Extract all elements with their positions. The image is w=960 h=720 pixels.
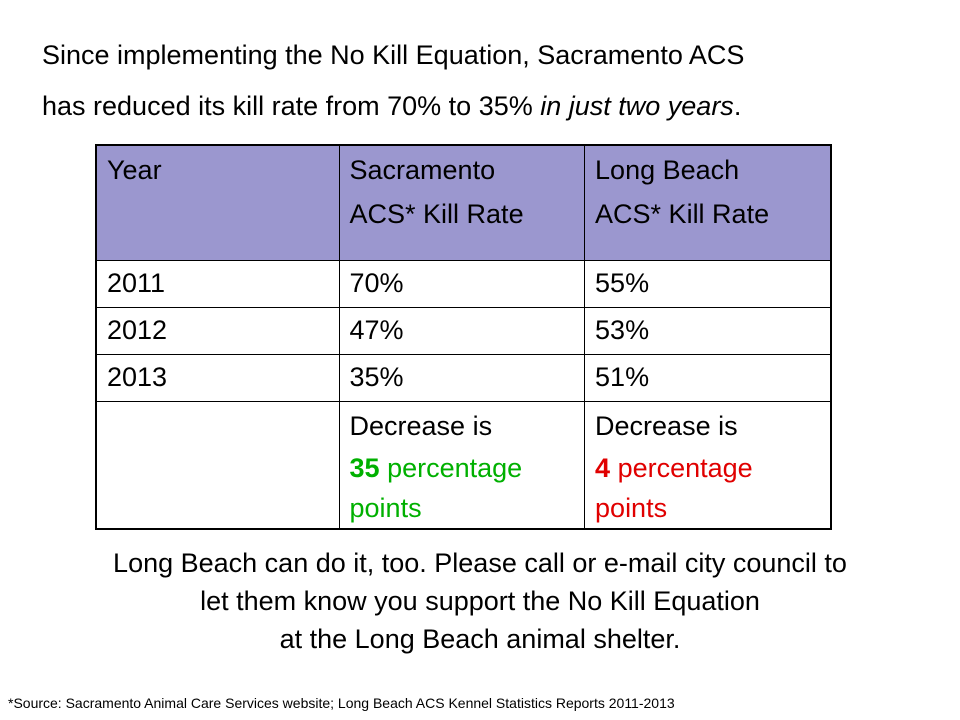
header-sacramento-line-2: ACS* Kill Rate [349,199,524,229]
longbeach-decrease-number: 4 [595,453,611,483]
cell-sacramento-rate: 47% [338,307,586,355]
cell-longbeach-rate: 55% [584,260,832,308]
cell-sacramento-rate: 70% [338,260,586,308]
source-footnote: *Source: Sacramento Animal Care Services… [8,695,675,711]
kill-rate-table: Year Sacramento ACS* Kill Rate Long Beac… [95,144,832,530]
cell-year: 2012 [95,307,340,355]
header-longbeach-line-1: Long Beach [595,155,740,185]
cta-line-2: let them know you support the No Kill Eq… [200,586,760,616]
call-to-action: Long Beach can do it, too. Please call o… [20,544,940,658]
intro-line-1: Since implementing the No Kill Equation,… [42,40,745,70]
summary-empty-cell [95,401,340,530]
cell-longbeach-rate: 51% [584,354,832,402]
header-year-label: Year [107,155,162,185]
sacramento-decrease-points: points [349,493,422,523]
header-sacramento: Sacramento ACS* Kill Rate [338,144,586,261]
header-year: Year [95,144,340,261]
longbeach-decrease-unit: percentage [610,453,753,483]
cell-longbeach-rate: 53% [584,307,832,355]
intro-line-2: has reduced its kill rate from 70% to 35… [42,81,922,132]
table-row: 2011 70% 55% [95,260,832,308]
sacramento-decrease-number: 35 [349,453,380,483]
intro-period: . [733,91,742,121]
cta-line-1: Long Beach can do it, too. Please call o… [113,548,847,578]
sacramento-decrease-unit: percentage [379,453,523,483]
cell-year: 2011 [95,260,340,308]
intro-line-2-text: has reduced its kill rate from 70% to 35… [42,91,541,121]
summary-row: Decrease is 35 percentage points Decrease… [95,401,832,530]
table-row: 2012 47% 53% [95,307,832,355]
sacramento-decrease-cell: Decrease is 35 percentage points [338,401,586,530]
header-longbeach-line-2: ACS* Kill Rate [595,199,770,229]
table-row: 2013 35% 51% [95,354,832,402]
longbeach-decrease-cell: Decrease is 4 percentage points [584,401,832,530]
header-sacramento-line-1: Sacramento [349,155,496,185]
longbeach-decrease-label: Decrease is [595,411,738,441]
longbeach-decrease-value: 4 percentage points [595,448,820,528]
header-longbeach: Long Beach ACS* Kill Rate [584,144,832,261]
sacramento-decrease-label: Decrease is [349,411,493,441]
intro-emphasis: in just two years [540,91,734,121]
longbeach-decrease-points: points [595,493,668,523]
cell-year: 2013 [95,354,340,402]
intro-text: Since implementing the No Kill Equation,… [42,30,922,132]
cta-line-3: at the Long Beach animal shelter. [279,624,681,654]
cell-sacramento-rate: 35% [338,354,586,402]
sacramento-decrease-value: 35 percentage points [350,448,575,528]
table-header-row: Year Sacramento ACS* Kill Rate Long Beac… [95,144,832,261]
